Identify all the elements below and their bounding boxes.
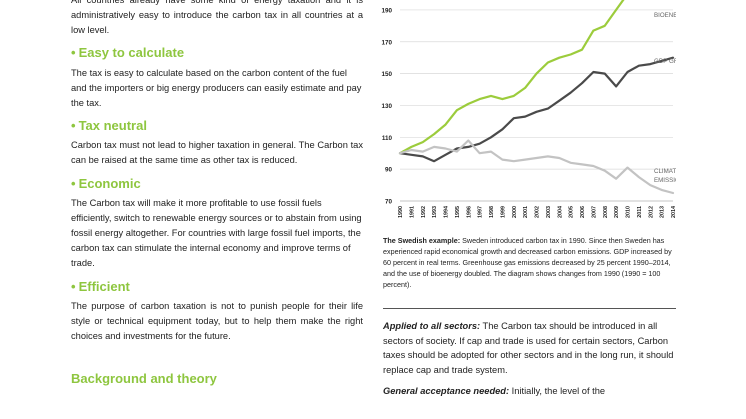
y-tick-label: 90 [385, 167, 393, 174]
x-tick-label: 2012 [648, 206, 654, 218]
bullet: • [71, 118, 76, 134]
divider-line [383, 308, 676, 309]
heading-economic: • Economic [71, 175, 141, 191]
bullet: • [71, 278, 76, 294]
caption-title: The Swedish example: [383, 236, 461, 245]
x-tick-label: 1996 [466, 206, 472, 218]
gdp-growth-line [398, 56, 675, 163]
x-tick-label: 2014 [671, 206, 676, 218]
bioenergy-line [398, 0, 625, 155]
paragraph-easy-to-calculate: The tax is easy to calculate based on th… [71, 67, 362, 109]
x-tick-label: 2007 [591, 206, 597, 218]
bullet: • [71, 44, 76, 60]
y-tick-label: 190 [381, 7, 392, 14]
x-tick-label: 2005 [569, 206, 575, 218]
y-tick-label: 170 [381, 39, 392, 46]
legend-label-bioenergy: BIOENERGY [654, 12, 676, 19]
paragraph-applied-to-all-sectors: Applied to all sectors: The Carbon tax s… [383, 321, 674, 375]
swedish-example-line-chart: 190 170 150 130 110 90 70 1990 1991 1992 1993 1994 1… [381, 0, 676, 218]
right-column-text: Applied to all sectors: The Carbon tax s… [383, 319, 676, 399]
x-tick-label: 2011 [637, 206, 643, 218]
y-tick-label: 110 [382, 135, 393, 142]
x-tick-label: 1999 [500, 206, 506, 218]
x-tick-label: 1993 [432, 206, 438, 218]
y-tick-label: 70 [385, 199, 393, 206]
x-tick-label: 2009 [614, 206, 620, 218]
legend-label-emissions: EMISSIONS [654, 177, 676, 184]
x-tick-label: 2010 [626, 206, 632, 218]
paragraph-efficient: The purpose of carbon taxation is not to… [71, 300, 363, 342]
x-tick-label: 1994 [444, 206, 450, 218]
x-tick-label: 1990 [398, 206, 404, 218]
x-tick-label: 2003 [546, 206, 552, 218]
heading-tax-neutral: • Tax neutral [71, 118, 147, 134]
bullet: • [71, 175, 76, 191]
x-tick-label: 2013 [660, 206, 666, 218]
heading-easy-to-calculate: • Easy to calculate [71, 44, 185, 60]
paragraph-general-acceptance: General acceptance needed: Initially, th… [383, 386, 606, 397]
paragraph-tax-neutral: Carbon tax must not lead to higher taxat… [71, 140, 363, 166]
x-tick-label: 1997 [478, 206, 484, 218]
legend-label-gdp-growth: GDP GROWTH [654, 58, 676, 65]
x-tick-label: 2002 [535, 206, 541, 218]
caption-text: Sweden introduced carbon tax in 1990. Si… [383, 236, 672, 289]
x-tick-label: 2006 [580, 206, 586, 218]
x-tick-label: 2001 [523, 206, 529, 218]
x-tick-label: 2004 [557, 206, 563, 218]
left-column: All countries already have some kind of … [71, 0, 363, 387]
x-tick-label: 1995 [455, 206, 461, 218]
x-tick-label: 1992 [421, 206, 427, 218]
x-tick-label: 2008 [603, 206, 609, 218]
x-tick-label: 2000 [512, 206, 518, 218]
paragraph-economic: The Carbon tax will make it more profita… [71, 197, 362, 269]
chart-caption: The Swedish example: Sweden introduced c… [383, 235, 676, 290]
y-tick-label: 150 [381, 71, 392, 78]
climate-gas-emissions-line [398, 139, 675, 195]
x-tick-label: 1991 [409, 206, 415, 218]
x-tick-label: 1998 [489, 206, 495, 218]
y-tick-label: 130 [381, 103, 392, 110]
heading-efficient: • Efficient [71, 278, 130, 294]
heading-background-and-theory: Background and theory [71, 371, 217, 387]
intro-paragraph: All countries already have some kind of … [71, 0, 363, 36]
